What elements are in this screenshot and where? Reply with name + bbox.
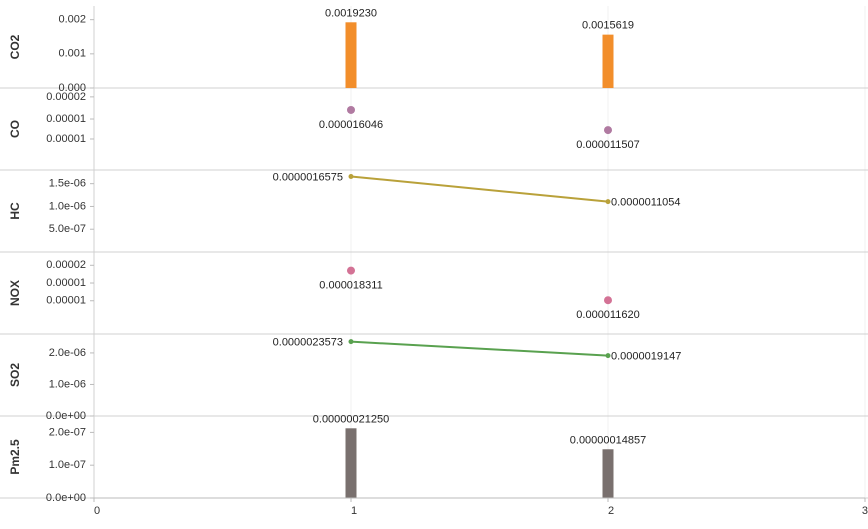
- data-point: [605, 199, 611, 205]
- y-tick-label: 0.00001: [46, 113, 86, 125]
- data-point: [604, 126, 612, 135]
- data-label: 0.00000021250: [313, 413, 389, 425]
- y-tick-label: 1.0e-06: [49, 200, 86, 212]
- y-axis-label: SO2: [8, 363, 22, 387]
- y-tick-label: 0.00001: [46, 133, 86, 145]
- data-label: 0.000011620: [576, 309, 639, 321]
- panel-pm25: Pm2.5 2.0e-07 1.0e-07 0.0e+00 0.00000021250 0…: [0, 413, 868, 504]
- bar: [602, 449, 614, 498]
- data-label: 0.0000016575: [273, 171, 343, 183]
- y-tick-label: 0.001: [58, 48, 86, 60]
- y-tick-label: 2.0e-07: [49, 426, 86, 438]
- y-tick-label: 0.0e+00: [46, 492, 86, 504]
- x-tick-label: 2: [608, 505, 614, 517]
- panel-so2: SO2 2.0e-06 1.0e-06 0.0e+00 0.0000023573 0.00…: [0, 334, 868, 422]
- series-line: [350, 340, 609, 357]
- y-axis-label: CO: [8, 120, 22, 138]
- y-tick-label: 0.000: [58, 82, 86, 94]
- data-label: 0.0019230: [325, 7, 377, 19]
- data-point: [347, 266, 355, 275]
- data-label: 0.0015619: [582, 20, 634, 32]
- y-axis-label: HC: [8, 202, 22, 220]
- bar: [345, 22, 357, 88]
- y-tick-label: 1.0e-07: [49, 459, 86, 471]
- y-tick-label: 0.00002: [46, 259, 86, 271]
- data-label: 0.0000019147: [611, 351, 681, 363]
- y-tick-label: 1.5e-06: [49, 178, 86, 190]
- y-tick-label: 0.00001: [46, 295, 86, 307]
- y-tick-label: 0.0e+00: [46, 410, 86, 422]
- data-point: [605, 353, 611, 359]
- y-tick-label: 5.0e-07: [49, 223, 86, 235]
- panel-co: CO 0.00002 0.00001 0.00001 0.000016046 0.0000…: [0, 88, 868, 171]
- y-tick-label: 2.0e-06: [49, 347, 86, 359]
- x-tick-label: 3: [862, 505, 868, 517]
- data-point: [604, 296, 612, 305]
- data-label: 0.0000011054: [611, 197, 681, 209]
- y-tick-label: 1.0e-06: [49, 378, 86, 390]
- bar: [602, 34, 614, 88]
- y-tick-label: 0.00002: [46, 91, 86, 103]
- x-tick-label: 0: [94, 505, 100, 517]
- y-axis-label: NOX: [8, 280, 22, 306]
- series-line: [350, 175, 609, 203]
- data-label: 0.000011507: [576, 139, 639, 151]
- x-tick-label: 1: [351, 505, 357, 517]
- data-point: [348, 339, 354, 345]
- y-axis-label: Pm2.5: [8, 439, 22, 475]
- data-label: 0.000016046: [319, 119, 383, 131]
- panel-hc: HC 1.5e-06 1.0e-06 5.0e-07 0.0000016575 0.000…: [0, 170, 868, 253]
- data-label: 0.00000014857: [570, 434, 646, 446]
- y-axis-label: CO2: [8, 34, 22, 59]
- data-point: [347, 105, 355, 114]
- data-label: 0.0000023573: [273, 337, 343, 349]
- y-tick-label: 0.002: [58, 14, 86, 26]
- y-tick-label: 0.00001: [46, 277, 86, 289]
- bar: [345, 428, 357, 498]
- panel-co2: CO2 0.002 0.001 0.000 0.0019230 0.0015619: [0, 6, 868, 94]
- data-point: [348, 173, 354, 179]
- panel-nox: NOX 0.00002 0.00001 0.00001 0.000018311 0.000…: [0, 252, 868, 335]
- data-label: 0.000018311: [319, 280, 382, 292]
